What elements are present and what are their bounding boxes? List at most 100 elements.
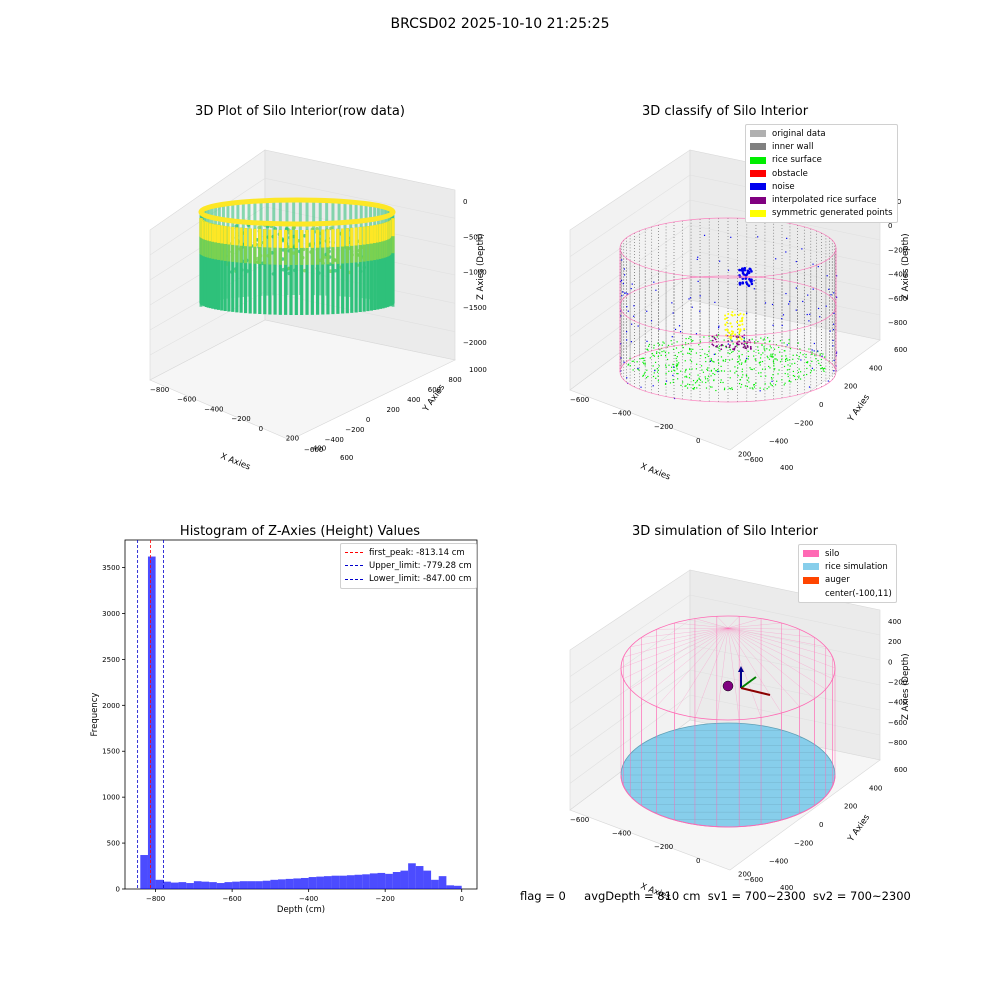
x-tick-label: 0	[696, 857, 700, 865]
noise-point	[785, 251, 787, 253]
interpolated-point	[720, 344, 723, 347]
rice-surface-point	[707, 355, 709, 358]
rice-surface-point	[817, 359, 819, 362]
rice-surface-point	[798, 368, 800, 370]
rice-surface-point	[761, 344, 763, 346]
x-tick-label: −600	[570, 396, 589, 404]
rice-surface-point	[729, 377, 731, 379]
rice-surface-point	[771, 378, 773, 380]
rice-surface-point	[797, 342, 799, 344]
rice-surface-point	[739, 359, 741, 361]
rice-surface-point	[631, 360, 633, 362]
rice-surface-point	[688, 383, 691, 386]
legend-label: first_peak: -813.14 cm	[369, 547, 465, 558]
rice-surface-point	[723, 339, 725, 341]
rice-surface-point	[805, 361, 808, 364]
interpolated-point	[741, 335, 744, 338]
rice-surface-point	[684, 376, 686, 378]
noise-point	[620, 279, 623, 281]
rice-surface-point	[704, 378, 707, 380]
rice-surface-point	[690, 348, 692, 350]
rice-surface-point	[707, 369, 709, 372]
rice-surface-point	[722, 360, 724, 362]
silo-roof-line	[641, 627, 729, 638]
rice-surface-point	[770, 356, 772, 358]
rice-surface-point	[783, 342, 785, 344]
y-tick-label: −600	[744, 876, 763, 884]
legend-swatch	[750, 196, 766, 204]
rice-surface-point	[787, 359, 789, 361]
legend-label: interpolated rice surface	[772, 195, 877, 206]
rice-surface-point	[699, 379, 702, 381]
silo-roof-line	[727, 616, 740, 629]
rice-surface-point	[690, 353, 692, 355]
avg-depth-value: avgDepth = 810 cm	[584, 889, 701, 903]
rice-surface-point	[823, 370, 825, 372]
noise-point	[688, 298, 690, 300]
noise-point	[631, 283, 633, 285]
rice-surface-point	[711, 359, 713, 362]
raw-data-3d-plot: −800−600−400−2000200400600−600−400−20002…	[149, 149, 487, 473]
rice-surface-point	[723, 370, 726, 372]
rice-surface-point	[796, 354, 798, 356]
rice-surface-point	[687, 343, 689, 345]
rice-surface-point	[764, 342, 766, 344]
rice-surface-point	[672, 379, 674, 381]
symmetric-point	[728, 331, 731, 334]
silo-roof-line	[716, 627, 729, 720]
rice-surface-point	[727, 352, 729, 354]
rice-surface-point	[806, 367, 808, 370]
rice-surface-point	[729, 370, 731, 372]
legend-entry: interpolated rice surface	[750, 193, 893, 206]
rice-surface-point	[643, 357, 645, 360]
rice-surface-point	[656, 368, 658, 370]
y-axis-label: Frequency	[90, 693, 100, 737]
silo-roof-line	[727, 627, 826, 690]
x-tick-label: 400	[313, 444, 326, 452]
noise-point	[812, 263, 814, 265]
grid-line	[264, 178, 456, 219]
rice-surface-point	[665, 366, 667, 368]
rice-surface-point	[692, 387, 694, 390]
rice-surface-point	[757, 346, 759, 348]
symmetric-point	[738, 332, 741, 335]
interpolated-point	[749, 348, 752, 350]
rice-surface-point	[652, 365, 654, 367]
rice-surface-point	[811, 360, 813, 363]
legend-entry: Upper_limit: -779.28 cm	[345, 559, 472, 572]
interpolated-point	[737, 336, 740, 338]
noise-point	[795, 260, 797, 263]
symmetric-point	[738, 324, 741, 327]
rice-surface-point	[672, 381, 674, 384]
y-tick-label: 0	[819, 821, 823, 829]
rice-surface-point	[677, 378, 679, 380]
legend-swatch	[750, 143, 766, 151]
rice-surface-point	[670, 366, 673, 368]
rice-surface-point	[774, 354, 776, 356]
rice-surface-point	[737, 375, 739, 377]
y-tick-label: 400	[869, 364, 882, 372]
legend-entry: auger	[803, 574, 892, 587]
z-tick-label: −1000	[463, 269, 487, 277]
rice-surface-point	[724, 360, 726, 362]
rice-surface-point	[789, 348, 792, 350]
rice-surface-point	[638, 369, 640, 371]
interpolated-point	[745, 347, 748, 350]
noise-point	[817, 266, 819, 268]
rice-surface-point	[766, 388, 768, 390]
noise-point	[813, 350, 815, 352]
top-rim	[198, 197, 396, 227]
rice-surface-point	[737, 361, 740, 363]
rice-surface-point	[674, 370, 676, 372]
silo-roof-line	[656, 627, 729, 707]
histogram-title: Histogram of Z-Axies (Height) Values	[179, 524, 421, 539]
legend-entry: Lower_limit: -847.00 cm	[345, 573, 472, 586]
legend-swatch	[345, 552, 363, 554]
rice-surface-point	[734, 372, 736, 374]
rice-surface-point	[653, 344, 655, 346]
rice-surface-point	[738, 334, 740, 336]
rice-surface-point	[775, 358, 777, 360]
symmetric-point	[731, 311, 734, 314]
rice-surface-point	[659, 349, 661, 351]
rice-surface-point	[763, 346, 765, 348]
